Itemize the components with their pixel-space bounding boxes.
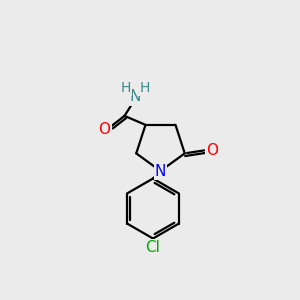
Text: N: N (155, 164, 166, 178)
Text: Cl: Cl (146, 240, 160, 255)
Text: H: H (140, 81, 150, 95)
Text: O: O (98, 122, 110, 137)
Text: H: H (120, 81, 130, 95)
Text: N: N (129, 89, 141, 104)
Text: O: O (206, 143, 218, 158)
